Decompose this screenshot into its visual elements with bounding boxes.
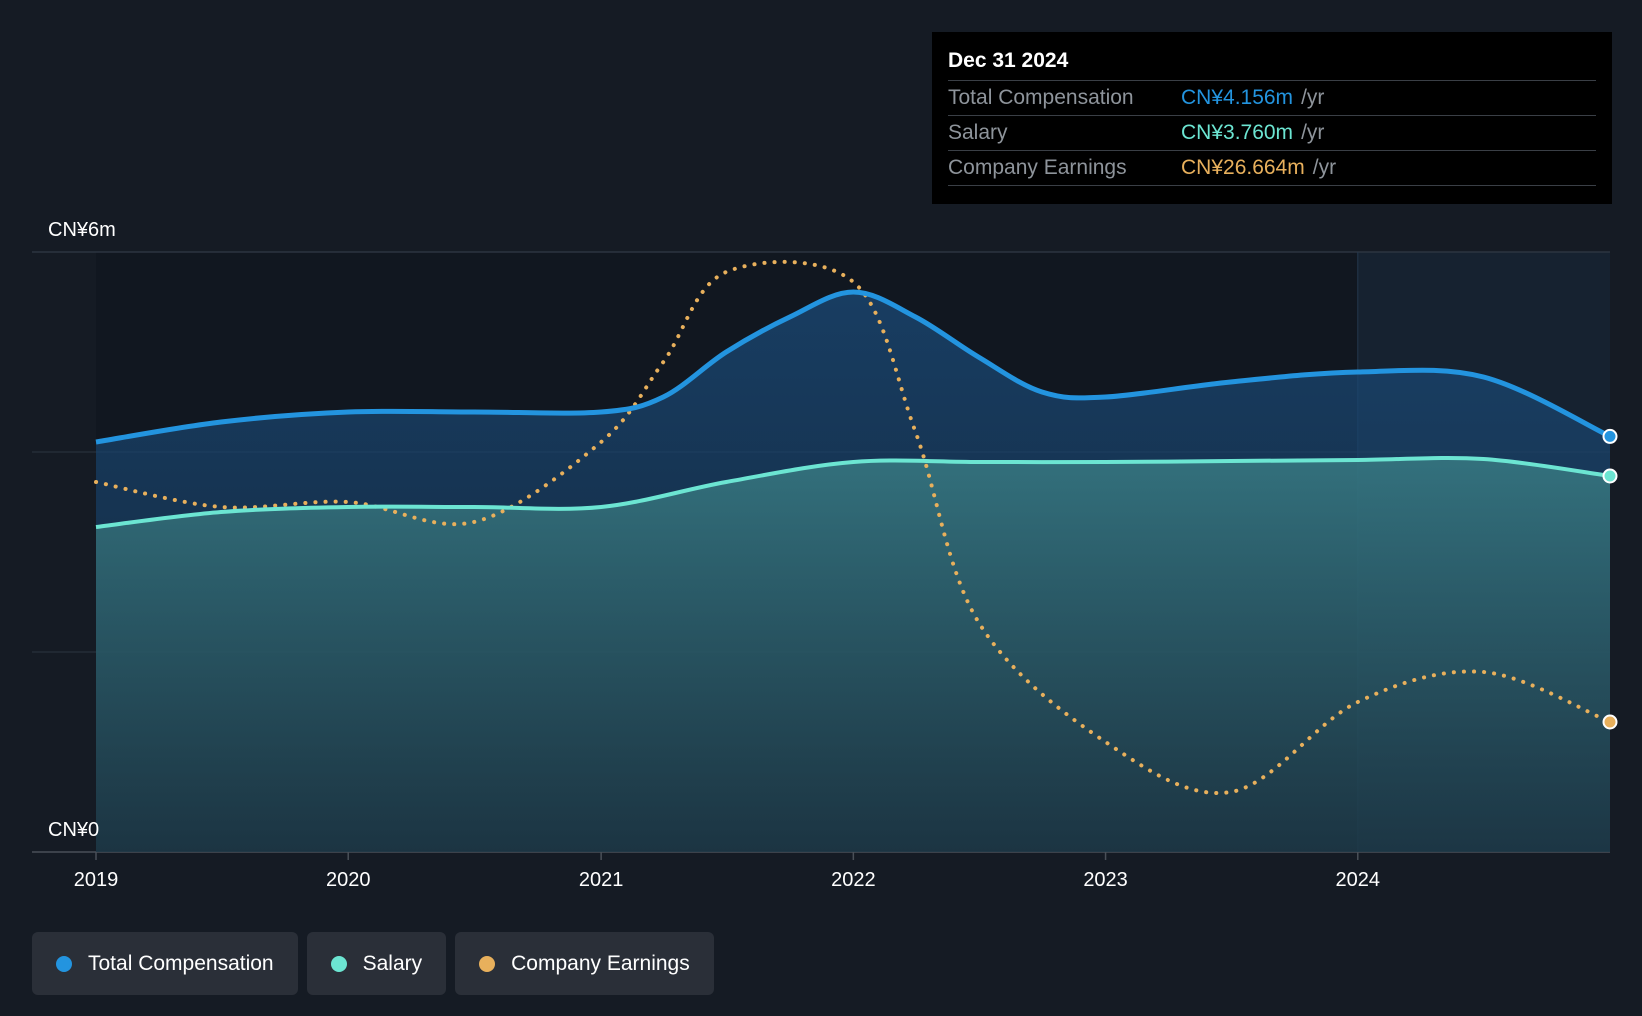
tooltip-value: CN¥4.156m	[1181, 86, 1294, 109]
tooltip-row-total-compensation: Total Compensation CN¥4.156m /yr	[948, 80, 1596, 115]
x-tick-label: 2024	[1336, 869, 1381, 891]
x-tick-label: 2021	[579, 869, 624, 891]
y-tick-label-min: CN¥0	[48, 819, 99, 841]
company-earnings-end-point	[1602, 714, 1618, 730]
tooltip-label: Company Earnings	[948, 156, 1127, 179]
tooltip-label: Total Compensation	[948, 86, 1134, 109]
legend-dot-icon	[56, 955, 72, 972]
legend: Total Compensation Salary Company Earnin…	[32, 932, 714, 995]
legend-label: Salary	[362, 951, 423, 975]
salary-line	[95, 455, 1611, 529]
total-compensation-end-point	[1602, 428, 1618, 444]
x-tick-label: 2020	[326, 869, 371, 891]
tooltip-date: Dec 31 2024	[948, 49, 1069, 72]
legend-item-company-earnings[interactable]: Company Earnings	[455, 932, 714, 995]
company-earnings-line	[94, 259, 1612, 795]
tooltip-label: Salary	[948, 121, 1008, 144]
y-tick-label-max: CN¥6m	[48, 219, 116, 241]
legend-item-total-compensation[interactable]: Total Compensation	[32, 932, 298, 995]
x-tick-label: 2023	[1083, 869, 1128, 891]
legend-dot-icon	[479, 955, 496, 972]
tooltip-value: CN¥26.664m	[1181, 156, 1305, 179]
tooltip-value: CN¥3.760m	[1181, 121, 1294, 144]
salary-end-point	[1602, 468, 1618, 484]
x-tick-label: 2022	[831, 869, 876, 891]
tooltip-unit: /yr	[1301, 86, 1325, 109]
tooltip-unit: /yr	[1312, 156, 1337, 179]
tooltip: Dec 31 2024 Total Compensation CN¥4.156m…	[932, 32, 1612, 204]
x-tick-label: 2019	[74, 869, 119, 891]
tooltip-row-salary: Salary CN¥3.760m /yr	[948, 115, 1596, 150]
legend-item-salary[interactable]: Salary	[306, 932, 447, 995]
legend-dot-icon	[330, 955, 347, 972]
tooltip-unit: /yr	[1301, 121, 1325, 144]
tooltip-row-company-earnings: Company Earnings CN¥26.664m /yr	[948, 150, 1596, 186]
legend-label: Company Earnings	[511, 951, 690, 975]
total-compensation-line	[95, 289, 1612, 445]
legend-label: Total Compensation	[88, 951, 274, 975]
salary-area	[96, 457, 1610, 852]
